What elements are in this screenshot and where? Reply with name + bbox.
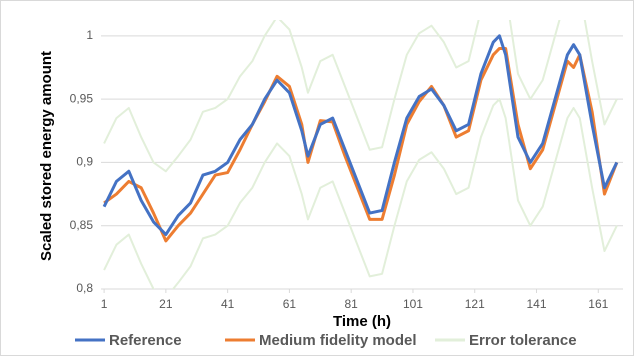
line — [103, 20, 618, 173]
legend-label: Error tolerance — [469, 332, 577, 349]
x-tick-label: 81 — [345, 297, 359, 311]
x-tick-label: 1 — [101, 297, 108, 311]
y-tick-label: 0,9 — [76, 155, 93, 169]
x-tick-label: 101 — [403, 297, 423, 311]
x-tick-label: 141 — [526, 297, 546, 311]
x-tick-label: 21 — [159, 297, 173, 311]
y-tick-label: 1 — [86, 28, 93, 42]
y-tick-label: 0,8 — [76, 281, 93, 295]
y-axis-label: Scaled stored energy amount — [38, 51, 55, 261]
x-tick-label: 161 — [588, 297, 608, 311]
legend-label: Medium fidelity model — [259, 332, 417, 349]
x-axis-label: Time (h) — [333, 313, 391, 330]
y-tick-label: 0,95 — [70, 91, 94, 105]
line — [103, 46, 619, 243]
legend-label: Reference — [109, 332, 182, 349]
plot-area — [102, 20, 619, 289]
x-tick-label: 121 — [465, 297, 485, 311]
grid — [101, 35, 623, 293]
x-tick-label: 41 — [221, 297, 235, 311]
y-tick-label: 0,85 — [70, 218, 94, 232]
x-tick-label: 61 — [283, 297, 297, 311]
line — [103, 98, 618, 289]
line — [102, 34, 619, 237]
